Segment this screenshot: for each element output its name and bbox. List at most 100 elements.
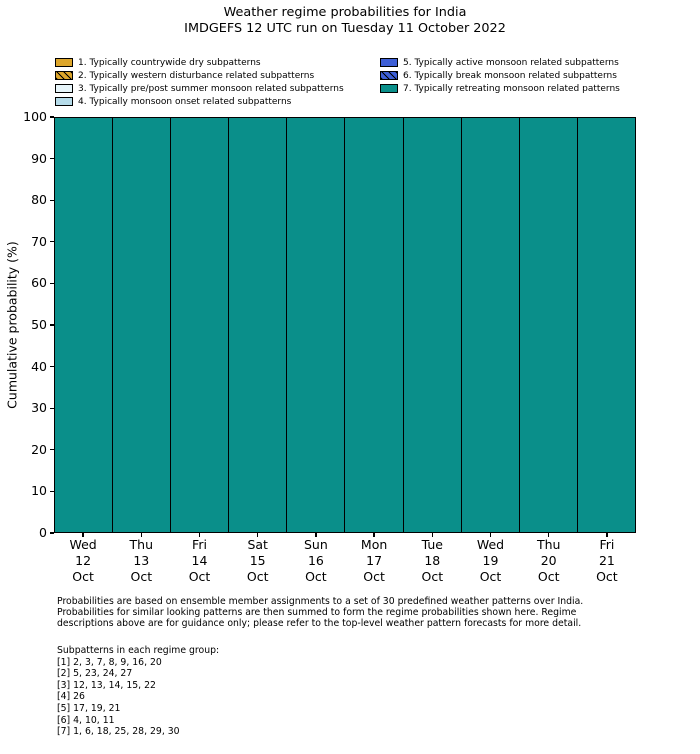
y-tick-mark	[49, 449, 54, 451]
subpattern-line: [2] 5, 23, 24, 27	[57, 668, 133, 680]
x-tick-label: Thu 20 Oct	[536, 537, 561, 584]
footnote-line: Probabilities are based on ensemble memb…	[57, 596, 584, 607]
x-tick-label: Fri 21 Oct	[596, 537, 618, 584]
legend-swatch	[55, 97, 73, 106]
y-tick-label: 70	[31, 233, 47, 249]
y-tick-mark	[49, 199, 54, 201]
bar-segment	[113, 118, 171, 532]
x-tick-mark	[257, 533, 259, 537]
bar	[577, 118, 635, 532]
x-tick-mark	[606, 533, 608, 537]
x-tick-label: Wed 19 Oct	[476, 537, 505, 584]
y-tick-label: 20	[31, 441, 47, 457]
subpatterns-block: Subpatterns in each regime group: [1] 2,…	[57, 645, 219, 738]
bar	[113, 118, 172, 532]
legend-swatch	[55, 84, 73, 93]
bar	[287, 118, 346, 532]
legend-label: 1. Typically countrywide dry subpatterns	[78, 57, 261, 68]
bar-segment	[229, 118, 287, 532]
bar-segment	[403, 118, 461, 532]
legend-item: 5. Typically active monsoon related subp…	[380, 56, 620, 69]
plot-area	[54, 117, 636, 533]
x-tick-mark	[198, 533, 201, 537]
subpattern-line: [4] 26	[57, 691, 85, 703]
x-tick-mark	[82, 533, 84, 537]
legend-swatch	[380, 71, 398, 80]
subpattern-line: [5] 17, 19, 21	[57, 702, 121, 714]
legend-swatch	[55, 58, 73, 67]
subpattern-line: [3] 12, 13, 14, 15, 22	[57, 679, 156, 691]
footnote-line: descriptions above are for guidance only…	[57, 618, 582, 630]
legend-label: 4. Typically monsoon onset related subpa…	[78, 96, 292, 107]
subpattern-line: [1] 2, 3, 7, 8, 9, 16, 20	[57, 656, 162, 668]
x-tick-mark	[140, 533, 142, 537]
legend-label: 5. Typically active monsoon related subp…	[403, 57, 619, 68]
legend-item: 3. Typically pre/post summer monsoon rel…	[55, 82, 344, 95]
bar	[229, 118, 288, 532]
bar	[519, 118, 578, 532]
footnote-line: Probabilities for similar looking patter…	[57, 607, 577, 619]
chart-subtitle: IMDGEFS 12 UTC run on Tuesday 11 October…	[184, 21, 506, 36]
legend-item: 4. Typically monsoon onset related subpa…	[55, 95, 344, 108]
x-tick-label: Thu 13 Oct	[129, 537, 154, 584]
legend-item: 2. Typically western disturbance related…	[55, 69, 344, 82]
x-tick-label: Wed 12 Oct	[69, 537, 97, 584]
y-tick-label: 80	[31, 192, 47, 208]
y-tick-mark	[49, 157, 54, 160]
x-tick-label: Mon 17 Oct	[360, 537, 388, 584]
x-tick-label: Fri 14 Oct	[188, 537, 211, 584]
x-tick-label: Sun 16 Oct	[304, 537, 328, 584]
x-tick-mark	[431, 533, 433, 537]
bar	[345, 118, 404, 532]
y-tick-mark	[49, 532, 54, 534]
y-tick-label: 100	[23, 109, 47, 124]
legend-label: 7. Typically retreating monsoon related …	[403, 83, 620, 94]
bar-segment	[287, 118, 345, 532]
x-tick-label: Sat 15 Oct	[246, 537, 269, 584]
bar	[403, 118, 462, 532]
x-tick-mark	[315, 533, 317, 537]
legend-column-right: 5. Typically active monsoon related subp…	[380, 56, 620, 95]
legend-label: 2. Typically western disturbance related…	[78, 70, 315, 81]
y-tick-label: 50	[31, 317, 47, 332]
legend-label: 3. Typically pre/post summer monsoon rel…	[78, 83, 344, 94]
legend-item: 6. Typically break monsoon related subpa…	[380, 69, 620, 82]
subpattern-line: [6] 4, 10, 11	[57, 714, 115, 726]
y-tick-label: 60	[31, 275, 47, 291]
subpattern-line: [7] 1, 6, 18, 25, 28, 29, 30	[57, 726, 180, 738]
bar-segment	[345, 118, 403, 532]
bar-segment	[577, 118, 635, 532]
legend-swatch	[380, 58, 398, 67]
bar-segment	[55, 118, 113, 532]
chart-title-block: Weather regime probabilities for India I…	[184, 5, 506, 37]
subpatterns-header: Subpatterns in each regime group:	[57, 645, 220, 656]
y-tick-label: 90	[31, 150, 47, 166]
legend-label: 6. Typically break monsoon related subpa…	[403, 70, 617, 81]
y-tick-label: 40	[31, 358, 47, 374]
y-tick-mark	[49, 241, 54, 243]
x-tick-mark	[489, 533, 492, 537]
chart-title: Weather regime probabilities for India	[223, 5, 467, 20]
y-tick-mark	[49, 365, 54, 368]
legend-item: 1. Typically countrywide dry subpatterns	[55, 56, 344, 69]
bar-segment	[171, 118, 229, 532]
y-tick-label: 10	[31, 483, 47, 499]
y-tick-mark	[49, 324, 54, 326]
bar	[171, 118, 230, 532]
y-tick-mark	[49, 490, 54, 493]
y-tick-mark	[49, 407, 54, 409]
y-tick-label: 30	[31, 400, 47, 416]
legend-item: 7. Typically retreating monsoon related …	[380, 82, 620, 95]
x-tick-mark	[373, 533, 375, 537]
x-tick-label: Tue 18 Oct	[421, 537, 444, 584]
footnote-block: Probabilities are based on ensemble memb…	[57, 596, 583, 630]
x-tick-mark	[548, 533, 550, 537]
legend-column-left: 1. Typically countrywide dry subpatterns…	[55, 56, 344, 108]
y-tick-label: 0	[39, 525, 47, 540]
y-tick-mark	[49, 116, 54, 118]
y-tick-mark	[49, 282, 54, 285]
bar-segment	[461, 118, 519, 532]
bar	[461, 118, 520, 532]
legend-swatch	[380, 84, 398, 93]
